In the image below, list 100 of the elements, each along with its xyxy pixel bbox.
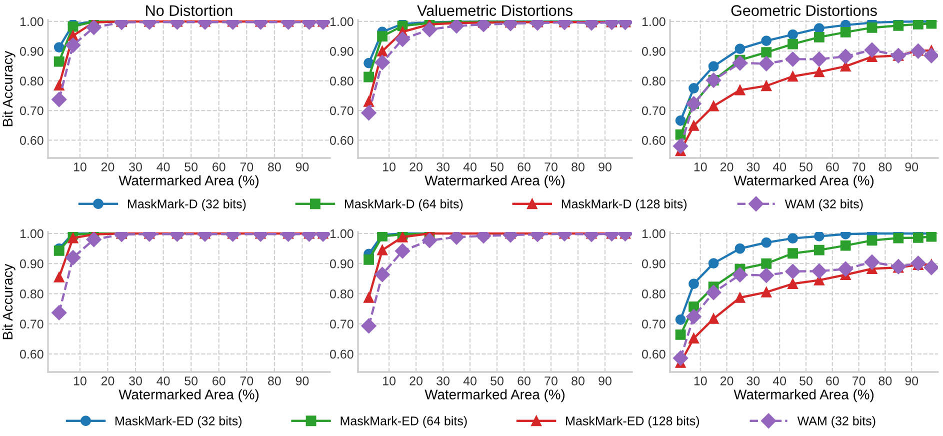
point xyxy=(54,80,64,90)
x-tick-label: 30 xyxy=(436,162,450,172)
x-tick-label: 90 xyxy=(296,162,309,172)
point xyxy=(708,100,719,112)
x-tick-label: 80 xyxy=(268,162,281,172)
point xyxy=(377,31,388,42)
legend-label: MaskMark-ED (64 bits) xyxy=(340,416,467,428)
y-tick-label: 1.00 xyxy=(642,17,666,26)
y-tick-label: 0.60 xyxy=(642,136,666,145)
x-tick-label: 90 xyxy=(598,162,612,172)
point xyxy=(364,96,374,107)
point xyxy=(675,314,686,325)
legend-label: WAM (32 bits) xyxy=(784,199,863,211)
point xyxy=(788,38,798,50)
x-tick-label: 60 xyxy=(518,162,530,172)
point xyxy=(708,61,719,72)
legend-label: WAM (32 bits) xyxy=(797,416,876,428)
y-tick-label: 1.00 xyxy=(330,229,354,238)
y-tick-label: 0.80 xyxy=(642,76,666,86)
point xyxy=(688,120,699,131)
x-tick-label: 90 xyxy=(598,376,612,386)
x-tick-label: 40 xyxy=(463,162,476,172)
point xyxy=(672,350,688,366)
point xyxy=(926,232,937,242)
x-tick-label: 50 xyxy=(184,162,198,172)
y-tick-label: 0.70 xyxy=(642,320,666,328)
y-tick-label: 0.90 xyxy=(330,46,354,56)
point xyxy=(708,314,719,324)
x-tick-label: 50 xyxy=(490,162,504,172)
point xyxy=(374,54,390,70)
point xyxy=(732,267,748,282)
x-tick-label: 50 xyxy=(490,376,504,386)
y-tick-label: 1.00 xyxy=(20,17,44,26)
x-tick-label: 50 xyxy=(184,376,198,386)
point xyxy=(788,29,798,40)
point xyxy=(910,256,926,271)
point xyxy=(364,254,374,265)
x-tick-label: 10 xyxy=(74,376,86,386)
x-tick-label: 10 xyxy=(383,376,396,386)
point xyxy=(688,83,699,94)
x-tick-label: 70 xyxy=(544,162,558,172)
x-tick-label: 20 xyxy=(720,376,734,386)
x-axis-title: Watermarked Area (%) xyxy=(118,389,259,402)
point xyxy=(734,44,746,54)
legend-label: MaskMark-ED (128 bits) xyxy=(566,416,700,428)
point xyxy=(52,92,67,108)
y-tick-label: 1.00 xyxy=(20,229,44,238)
x-tick-label: 20 xyxy=(720,162,734,172)
point xyxy=(761,47,772,58)
point xyxy=(734,243,746,254)
x-tick-label: 60 xyxy=(826,376,839,386)
point xyxy=(812,264,827,279)
point xyxy=(54,56,64,67)
legend-label: MaskMark-ED (32 bits) xyxy=(116,416,242,428)
point xyxy=(675,329,686,340)
x-tick-label: 30 xyxy=(746,376,760,386)
point xyxy=(788,71,798,82)
point xyxy=(924,48,938,64)
x-tick-label: 70 xyxy=(240,376,254,386)
x-axis-title: Watermarked Area (%) xyxy=(734,175,874,188)
point xyxy=(732,55,748,71)
y-tick-label: 0.90 xyxy=(642,46,666,56)
x-tick-label: 60 xyxy=(212,162,226,172)
y-axis-title: Bit Accuracy xyxy=(2,50,16,126)
point xyxy=(812,52,827,67)
point xyxy=(688,278,699,289)
point xyxy=(814,32,824,42)
point xyxy=(675,115,686,126)
y-tick-label: 0.70 xyxy=(330,106,354,116)
y-tick-label: 0.70 xyxy=(20,320,44,328)
x-tick-label: 30 xyxy=(746,162,760,172)
y-tick-label: 0.90 xyxy=(20,259,44,268)
x-axis-title: Watermarked Area (%) xyxy=(734,389,874,402)
point xyxy=(924,260,938,276)
point xyxy=(708,258,719,269)
point xyxy=(893,232,904,244)
y-tick-label: 0.80 xyxy=(20,290,44,298)
x-tick-label: 10 xyxy=(694,162,707,172)
point xyxy=(364,72,374,82)
x-axis-title: Watermarked Area (%) xyxy=(424,389,565,402)
point xyxy=(785,264,800,280)
x-tick-label: 60 xyxy=(826,162,839,172)
x-tick-label: 20 xyxy=(410,376,423,386)
x-tick-label: 30 xyxy=(129,162,142,172)
point xyxy=(706,284,722,300)
point xyxy=(734,292,746,303)
y-tick-label: 0.70 xyxy=(642,106,666,116)
point xyxy=(890,48,906,64)
point xyxy=(758,268,774,283)
point xyxy=(422,22,438,38)
x-tick-label: 80 xyxy=(878,376,892,386)
y-tick-label: 0.90 xyxy=(20,46,44,56)
x-tick-label: 80 xyxy=(268,376,281,386)
point xyxy=(840,26,851,38)
x-tick-label: 20 xyxy=(410,162,423,172)
y-tick-label: 0.60 xyxy=(330,136,354,145)
point xyxy=(734,84,746,96)
point xyxy=(893,20,904,31)
y-tick-label: 0.90 xyxy=(330,259,354,268)
point xyxy=(866,22,878,33)
